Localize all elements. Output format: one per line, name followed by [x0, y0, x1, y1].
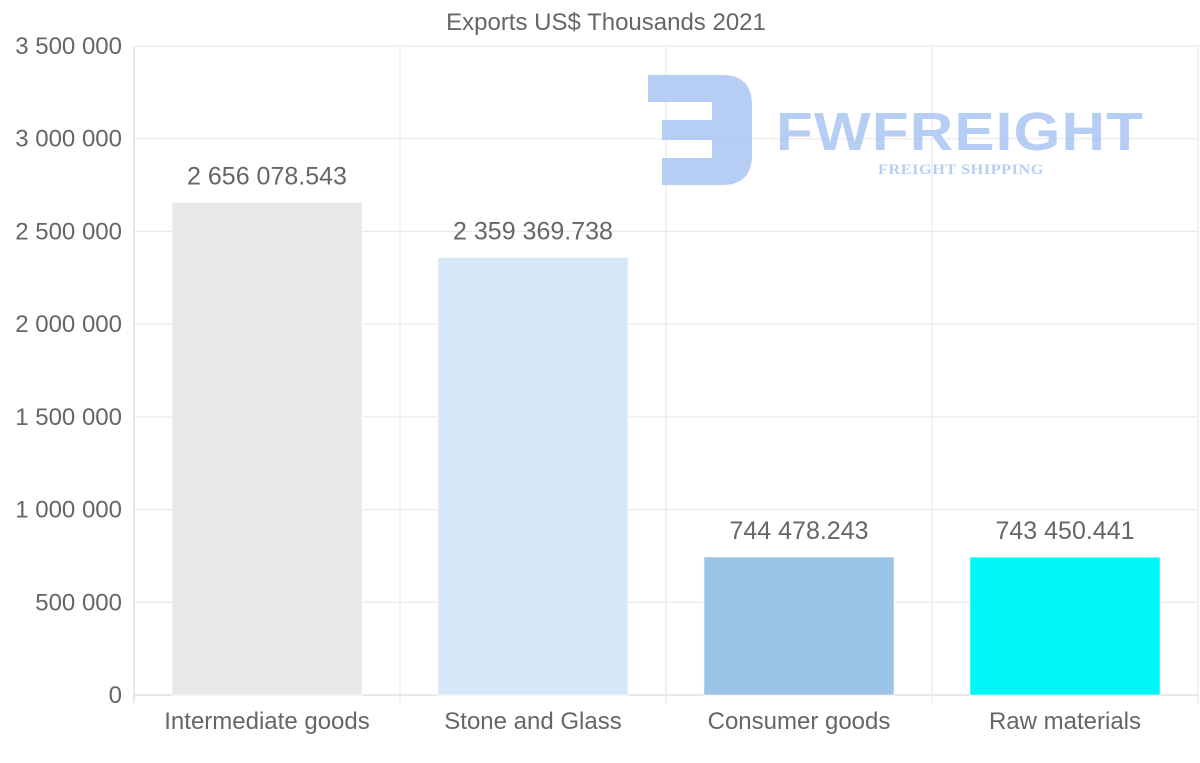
bar-consumer-goods[interactable]	[703, 556, 895, 696]
y-tick-label: 1 000 000	[15, 497, 122, 524]
bar-raw-materials[interactable]	[969, 556, 1161, 696]
y-tick-label: 3 500 000	[15, 33, 122, 60]
x-tick-label: Intermediate goods	[164, 708, 369, 735]
bars-layer	[171, 201, 1161, 696]
watermark-logo: FWFREIGHT FREIGHT SHIPPING	[648, 75, 1144, 185]
x-tick-label: Consumer goods	[708, 708, 891, 735]
y-tick-label: 2 500 000	[15, 218, 122, 245]
watermark-tagline: FREIGHT SHIPPING	[878, 162, 1044, 178]
data-label: 743 450.441	[995, 517, 1134, 545]
y-tick-label: 1 500 000	[15, 404, 122, 431]
x-tick-label: Raw materials	[989, 708, 1141, 735]
chart-title: Exports US$ Thousands 2021	[446, 9, 766, 36]
data-label: 2 656 078.543	[187, 162, 347, 190]
bar-stone-and-glass[interactable]	[437, 257, 629, 696]
fw-logo-icon	[648, 75, 752, 185]
labels-layer: 2 656 078.543 2 359 369.738 744 478.243 743…	[187, 162, 1134, 545]
bar-intermediate-goods[interactable]	[171, 201, 363, 696]
data-label: 2 359 369.738	[453, 218, 613, 246]
data-label: 744 478.243	[729, 517, 868, 545]
y-tick-label: 500 000	[35, 589, 122, 616]
y-tick-label: 3 000 000	[15, 126, 122, 153]
axis-layer: 0 500 000 1 000 000 1 500 000 2 000 000 2 500…	[15, 33, 1141, 735]
y-tick-label: 2 000 000	[15, 311, 122, 338]
x-tick-label: Stone and Glass	[444, 708, 621, 735]
watermark-brand: FWFREIGHT	[776, 102, 1144, 162]
y-tick-label: 0	[109, 682, 122, 709]
